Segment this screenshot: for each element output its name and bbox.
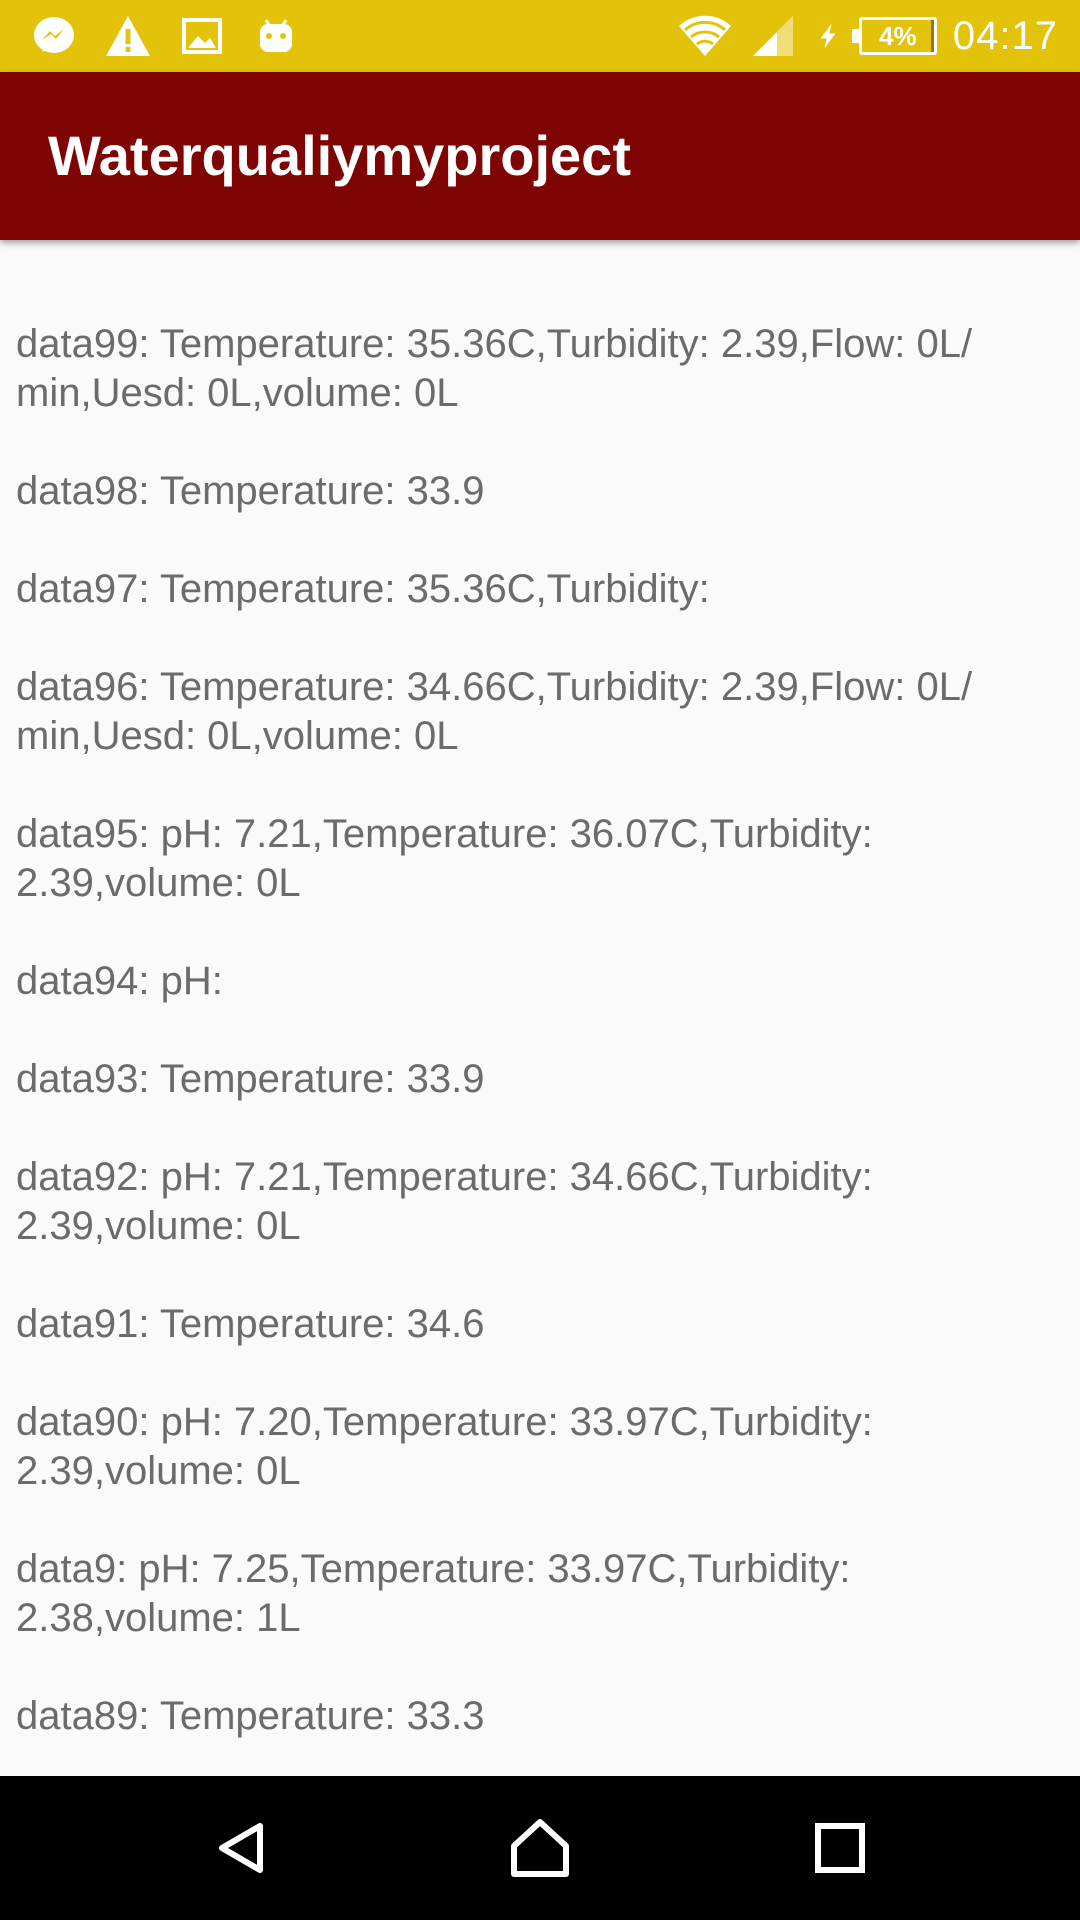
- app-title: Waterqualiymyproject: [48, 124, 631, 187]
- back-icon: [219, 1823, 263, 1873]
- clock: 04:17: [952, 13, 1058, 58]
- list-item: data94: pH:: [16, 959, 223, 1003]
- system-icons: 4% 04:17: [677, 0, 1058, 72]
- recents-icon: [815, 1823, 865, 1873]
- app-bar: Waterqualiymyproject: [0, 72, 1080, 240]
- wifi-icon: [678, 15, 731, 57]
- battery-level: 4%: [879, 20, 917, 51]
- notification-icons: [30, 0, 300, 72]
- list-item: data89: Temperature: 33.3: [16, 1694, 485, 1738]
- list-item: data98: Temperature: 33.9: [16, 469, 485, 513]
- list-item: data9: pH: 7.25,Temperature: 33.97C,Turb…: [16, 1547, 851, 1640]
- list-item: data99: Temperature: 35.36C,Turbidity: 2…: [16, 322, 973, 415]
- status-bar: 4% 04:17: [0, 0, 1080, 72]
- home-button[interactable]: [504, 1812, 576, 1884]
- navigation-bar: [0, 1776, 1080, 1920]
- recents-button[interactable]: [804, 1812, 876, 1884]
- back-button[interactable]: [204, 1812, 276, 1884]
- list-item: data97: Temperature: 35.36C,Turbidity:: [16, 567, 710, 611]
- list-item: data91: Temperature: 34.6: [16, 1302, 485, 1346]
- battery-fill: [931, 20, 934, 52]
- list-item: data92: pH: 7.21,Temperature: 34.66C,Tur…: [16, 1155, 873, 1248]
- data-list-container[interactable]: data99: Temperature: 35.36C,Turbidity: 2…: [0, 240, 1080, 1776]
- list-item: data90: pH: 7.20,Temperature: 33.97C,Tur…: [16, 1400, 873, 1493]
- home-icon: [511, 1819, 569, 1877]
- warning-icon: [106, 16, 150, 56]
- data-list: data99: Temperature: 35.36C,Turbidity: 2…: [16, 320, 1046, 1776]
- list-item: data93: Temperature: 33.9: [16, 1057, 485, 1101]
- messenger-icon: [34, 17, 74, 53]
- charging-icon: [820, 23, 836, 49]
- list-item: data95: pH: 7.21,Temperature: 36.07C,Tur…: [16, 812, 873, 905]
- list-item: data96: Temperature: 34.66C,Turbidity: 2…: [16, 665, 973, 758]
- signal-icon: [752, 16, 793, 56]
- image-icon: [182, 18, 222, 54]
- android-icon: [260, 19, 292, 52]
- battery-indicator: 4%: [851, 17, 937, 55]
